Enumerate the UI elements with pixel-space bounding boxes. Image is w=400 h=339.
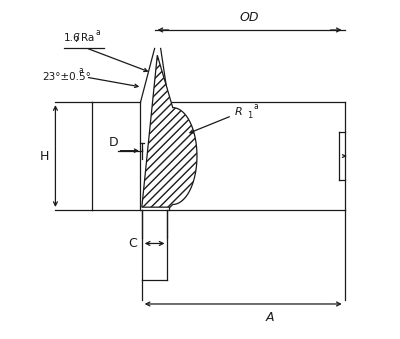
Text: a: a [78,66,83,76]
Text: Ra: Ra [81,34,94,43]
Text: 1.6: 1.6 [64,34,80,43]
Text: OD: OD [240,11,259,24]
Text: A: A [266,311,274,324]
Polygon shape [142,55,197,207]
Text: D: D [109,136,119,149]
Text: /: / [76,34,80,43]
Text: 1: 1 [247,111,252,120]
Text: H: H [40,149,49,163]
Text: a: a [253,102,258,111]
Text: $R$: $R$ [234,105,242,117]
Text: a: a [96,28,100,37]
Text: 23°±0.5°: 23°±0.5° [42,72,91,82]
Text: C: C [128,237,137,250]
